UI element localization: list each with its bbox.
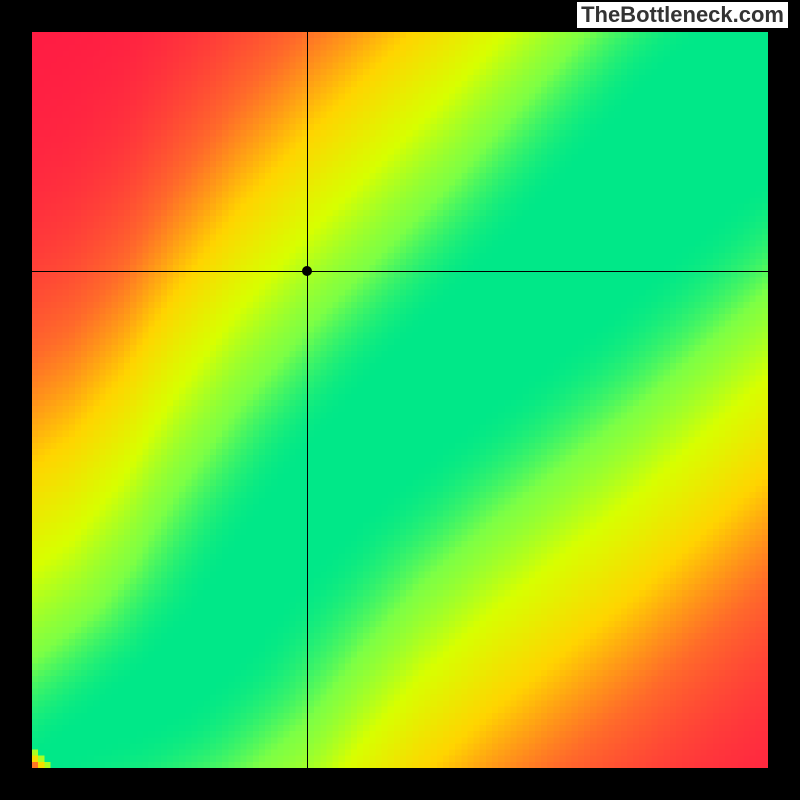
selection-marker [302, 266, 312, 276]
attribution-label: TheBottleneck.com [577, 2, 788, 28]
chart-container: TheBottleneck.com [0, 0, 800, 800]
crosshair-horizontal [32, 271, 768, 272]
crosshair-vertical [307, 32, 308, 768]
plot-area [32, 32, 768, 768]
bottleneck-heatmap [32, 32, 768, 768]
